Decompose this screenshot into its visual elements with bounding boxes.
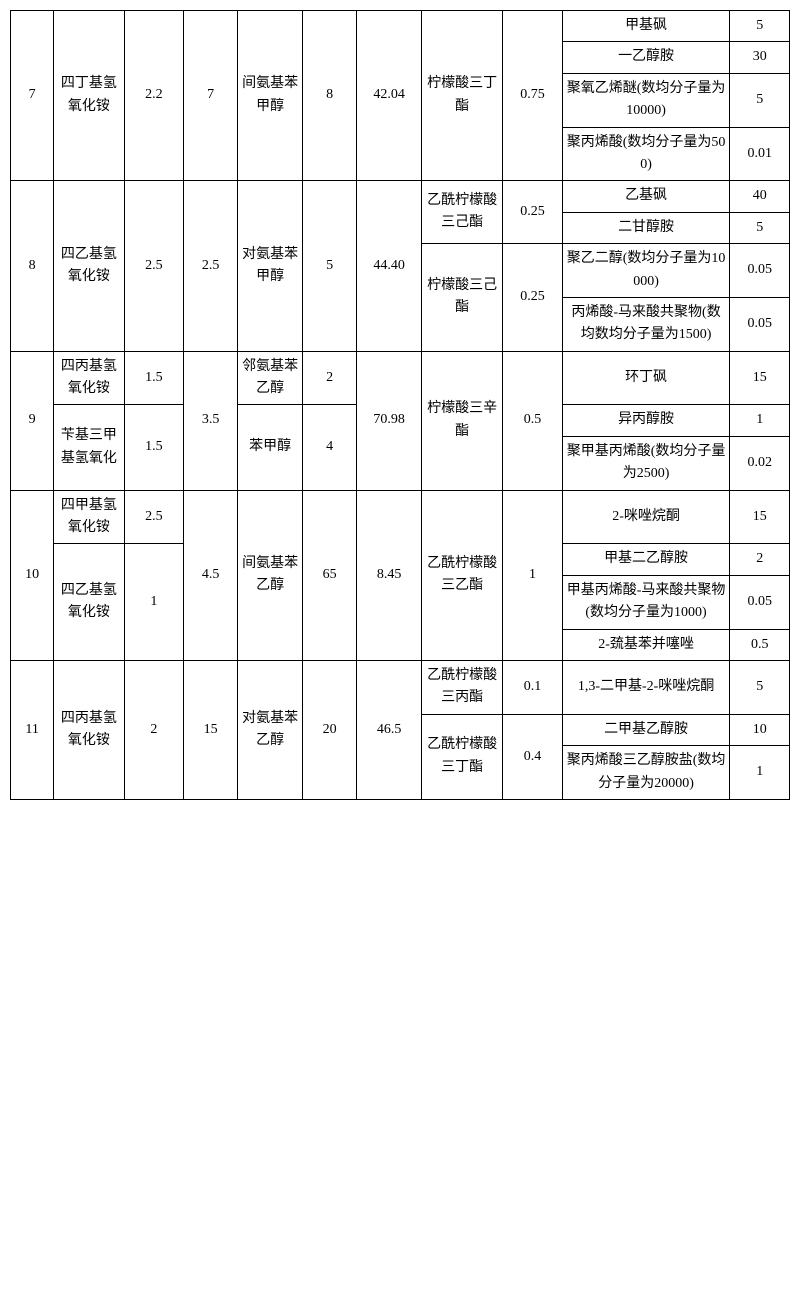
cell-additive: 丙烯酸-马来酸共聚物(数均数均分子量为1500) (562, 297, 730, 351)
cell-additive: 聚乙二醇(数均分子量为10000) (562, 244, 730, 298)
cell-value: 1 (503, 490, 563, 660)
cell-compound: 乙酰柠檬酸三丙酯 (422, 660, 503, 714)
cell-compound: 柠檬酸三辛酯 (422, 351, 503, 490)
cell-value: 2 (124, 660, 184, 799)
cell-additive: 一乙醇胺 (562, 42, 730, 73)
cell-value: 0.1 (503, 660, 563, 714)
cell-value: 2 (303, 351, 357, 405)
cell-value: 40 (730, 181, 790, 212)
cell-value: 5 (730, 73, 790, 127)
cell-compound: 柠檬酸三己酯 (422, 244, 503, 352)
table-row: 7 四丁基氢氧化铵 2.2 7 间氨基苯甲醇 8 42.04 柠檬酸三丁酯 0.… (11, 11, 790, 42)
cell-value: 5 (730, 660, 790, 714)
cell-additive: 甲基丙烯酸-马来酸共聚物(数均分子量为1000) (562, 575, 730, 629)
cell-value: 5 (730, 11, 790, 42)
cell-value: 1 (124, 544, 184, 661)
cell-compound: 苄基三甲基氢氧化 (54, 405, 124, 490)
cell-compound: 乙酰柠檬酸三丁酯 (422, 714, 503, 799)
cell-value: 0.4 (503, 714, 563, 799)
cell-additive: 聚氧乙烯醚(数均分子量为10000) (562, 73, 730, 127)
cell-value: 0.25 (503, 244, 563, 352)
row-id: 8 (11, 181, 54, 351)
cell-value: 8.45 (357, 490, 422, 660)
row-id: 9 (11, 351, 54, 490)
cell-value: 2 (730, 544, 790, 575)
cell-value: 65 (303, 490, 357, 660)
cell-additive: 聚丙烯酸三乙醇胺盐(数均分子量为20000) (562, 746, 730, 800)
row-id: 11 (11, 660, 54, 799)
cell-value: 0.02 (730, 436, 790, 490)
cell-value: 4.5 (184, 490, 238, 660)
cell-additive: 2-咪唑烷酮 (562, 490, 730, 544)
cell-value: 2.5 (184, 181, 238, 351)
cell-additive: 1,3-二甲基-2-咪唑烷酮 (562, 660, 730, 714)
cell-additive: 2-巯基苯并噻唑 (562, 629, 730, 660)
cell-additive: 异丙醇胺 (562, 405, 730, 436)
cell-additive: 聚丙烯酸(数均分子量为500) (562, 127, 730, 181)
cell-additive: 聚甲基丙烯酸(数均分子量为2500) (562, 436, 730, 490)
table-row: 9 四丙基氢氧化铵 1.5 3.5 邻氨基苯乙醇 2 70.98 柠檬酸三辛酯 … (11, 351, 790, 405)
cell-value: 15 (184, 660, 238, 799)
composition-table: 7 四丁基氢氧化铵 2.2 7 间氨基苯甲醇 8 42.04 柠檬酸三丁酯 0.… (10, 10, 790, 800)
cell-value: 3.5 (184, 351, 238, 490)
cell-value: 8 (303, 11, 357, 181)
cell-additive: 乙基砜 (562, 181, 730, 212)
cell-value: 0.05 (730, 244, 790, 298)
cell-compound: 四丙基氢氧化铵 (54, 351, 124, 405)
cell-value: 2.5 (124, 181, 184, 351)
cell-value: 1 (730, 746, 790, 800)
cell-compound: 乙酰柠檬酸三乙酯 (422, 490, 503, 660)
cell-value: 0.05 (730, 575, 790, 629)
cell-additive: 甲基二乙醇胺 (562, 544, 730, 575)
cell-additive: 环丁砜 (562, 351, 730, 405)
cell-value: 10 (730, 714, 790, 745)
cell-value: 0.5 (730, 629, 790, 660)
table-row: 8 四乙基氢氧化铵 2.5 2.5 对氨基苯甲醇 5 44.40 乙酰柠檬酸三己… (11, 181, 790, 212)
cell-value: 2.2 (124, 11, 184, 181)
cell-compound: 间氨基苯乙醇 (238, 490, 303, 660)
cell-additive: 甲基砜 (562, 11, 730, 42)
cell-value: 46.5 (357, 660, 422, 799)
table-row: 10 四甲基氢氧化铵 2.5 4.5 间氨基苯乙醇 65 8.45 乙酰柠檬酸三… (11, 490, 790, 544)
cell-value: 20 (303, 660, 357, 799)
cell-compound: 四乙基氢氧化铵 (54, 544, 124, 661)
cell-value: 15 (730, 490, 790, 544)
cell-compound: 间氨基苯甲醇 (238, 11, 303, 181)
row-id: 10 (11, 490, 54, 660)
cell-value: 42.04 (357, 11, 422, 181)
cell-value: 4 (303, 405, 357, 490)
row-id: 7 (11, 11, 54, 181)
cell-value: 7 (184, 11, 238, 181)
cell-value: 30 (730, 42, 790, 73)
cell-compound: 四丁基氢氧化铵 (54, 11, 124, 181)
cell-compound: 乙酰柠檬酸三己酯 (422, 181, 503, 244)
cell-compound: 苯甲醇 (238, 405, 303, 490)
cell-compound: 柠檬酸三丁酯 (422, 11, 503, 181)
cell-value: 70.98 (357, 351, 422, 490)
cell-additive: 二甲基乙醇胺 (562, 714, 730, 745)
cell-value: 15 (730, 351, 790, 405)
cell-compound: 四乙基氢氧化铵 (54, 181, 124, 351)
cell-value: 44.40 (357, 181, 422, 351)
cell-compound: 邻氨基苯乙醇 (238, 351, 303, 405)
cell-value: 1 (730, 405, 790, 436)
cell-value: 1.5 (124, 351, 184, 405)
cell-value: 1.5 (124, 405, 184, 490)
cell-compound: 对氨基苯乙醇 (238, 660, 303, 799)
cell-value: 0.05 (730, 297, 790, 351)
cell-value: 0.75 (503, 11, 563, 181)
cell-compound: 四甲基氢氧化铵 (54, 490, 124, 544)
cell-value: 0.25 (503, 181, 563, 244)
cell-value: 0.01 (730, 127, 790, 181)
cell-value: 0.5 (503, 351, 563, 490)
table-row: 11 四丙基氢氧化铵 2 15 对氨基苯乙醇 20 46.5 乙酰柠檬酸三丙酯 … (11, 660, 790, 714)
cell-compound: 对氨基苯甲醇 (238, 181, 303, 351)
cell-additive: 二甘醇胺 (562, 212, 730, 243)
cell-value: 5 (730, 212, 790, 243)
cell-value: 5 (303, 181, 357, 351)
cell-compound: 四丙基氢氧化铵 (54, 660, 124, 799)
cell-value: 2.5 (124, 490, 184, 544)
